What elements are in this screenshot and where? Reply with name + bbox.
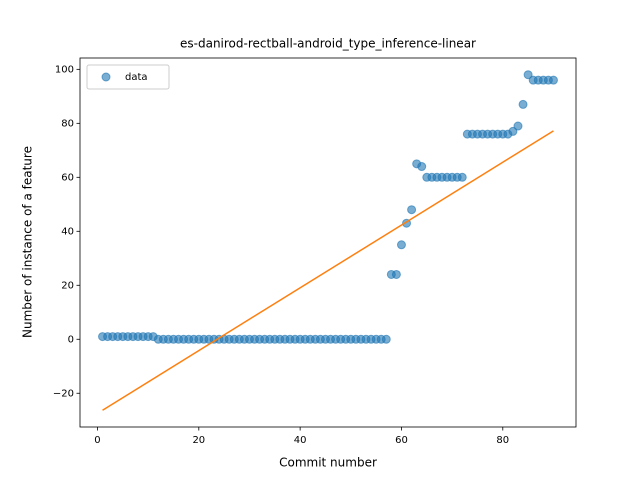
chart-title: es-danirod-rectball-android_type_inferen… <box>180 37 476 51</box>
data-point <box>548 75 558 85</box>
data-point <box>508 126 518 136</box>
data-point <box>407 205 417 215</box>
y-tick-label: 0 <box>68 334 74 345</box>
data-point <box>523 70 533 80</box>
fit-line <box>102 130 554 411</box>
data-point <box>391 269 401 279</box>
data-point <box>518 99 528 109</box>
x-axis-label: Commit number <box>279 456 377 470</box>
data-point <box>457 172 467 182</box>
y-tick-label: 40 <box>61 226 74 237</box>
x-tick-label: 0 <box>94 435 100 446</box>
y-tick-label: −20 <box>53 388 74 399</box>
y-tick-label: 80 <box>61 118 74 129</box>
x-tick-label: 20 <box>192 435 205 446</box>
legend-marker <box>101 72 111 82</box>
y-tick-label: 60 <box>61 172 74 183</box>
y-axis-label: Number of instance of a feature <box>21 146 35 338</box>
y-tick-label: 20 <box>61 280 74 291</box>
x-tick-label: 80 <box>496 435 509 446</box>
data-point <box>513 121 523 131</box>
data-point <box>417 162 427 172</box>
y-tick-label: 100 <box>55 64 74 75</box>
legend-label: data <box>125 72 148 83</box>
x-tick-label: 40 <box>294 435 307 446</box>
x-tick-label: 60 <box>395 435 408 446</box>
legend-box <box>86 64 170 90</box>
plot-frame <box>79 57 577 428</box>
data-point <box>381 334 391 344</box>
data-point <box>396 240 406 250</box>
